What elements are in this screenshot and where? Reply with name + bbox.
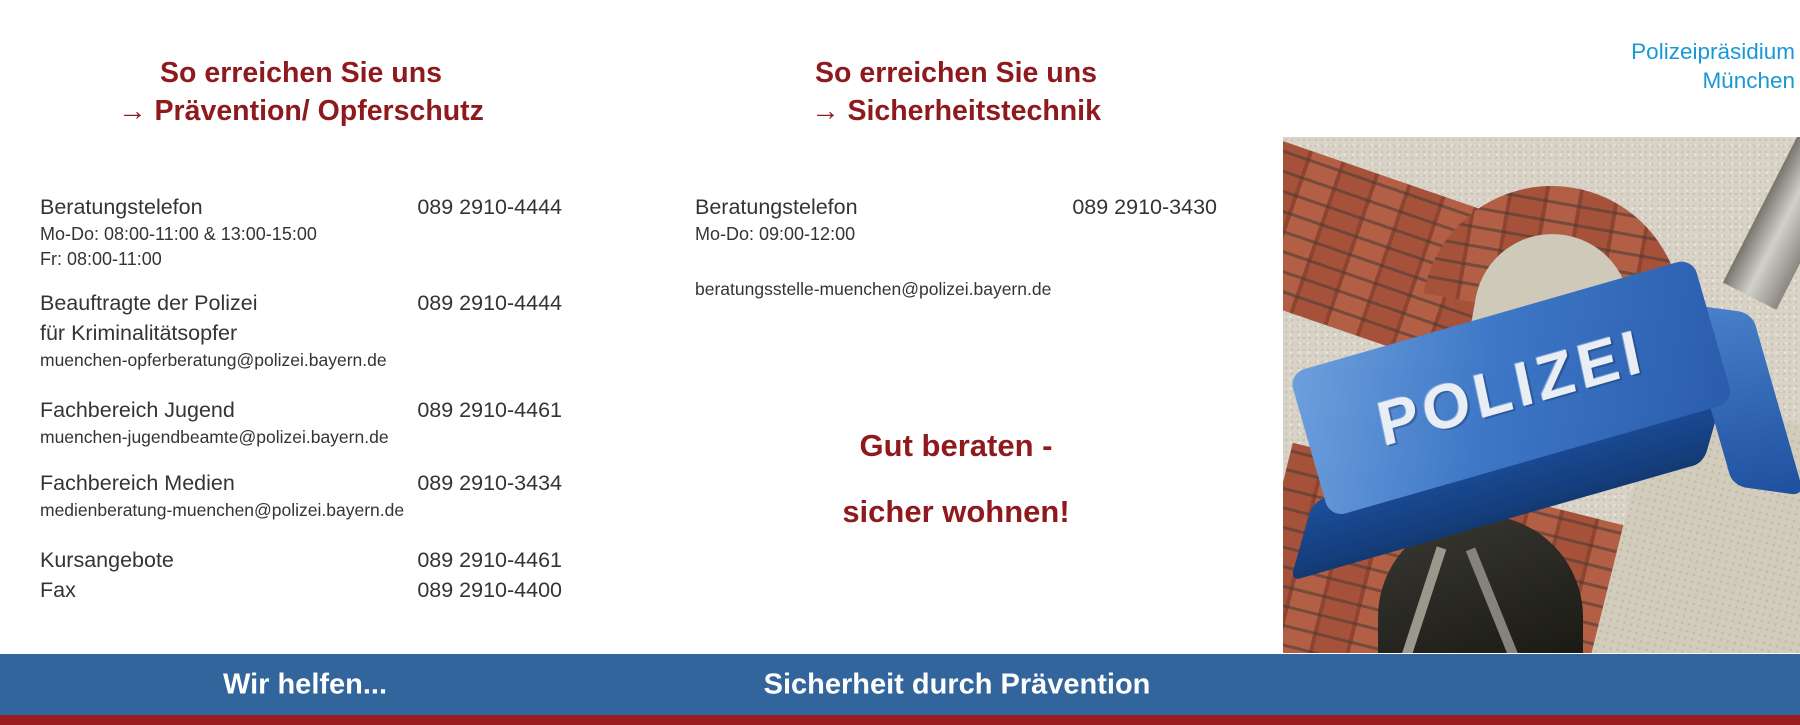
brand-logo-text: Polizeipräsidium München	[1631, 37, 1795, 95]
contact-list-prevention: Beratungstelefon 089 2910-4444 Mo-Do: 08…	[40, 192, 562, 605]
contact-phone: 089 2910-4444	[417, 291, 562, 315]
contact-label: Kursangebote	[40, 548, 174, 572]
slogan-line1: Gut beraten -	[859, 428, 1053, 463]
polizei-sign-photo: POLIZEI	[1283, 137, 1800, 653]
contact-label: Beauftragte der Polizei	[40, 291, 258, 315]
footer-bar: Wir helfen... Sicherheit durch Präventio…	[0, 654, 1800, 715]
contact-row: Beauftragte der Polizei 089 2910-4444 fü…	[40, 288, 562, 373]
contact-phone: 089 2910-4461	[417, 548, 562, 572]
contact-row: Fachbereich Medien 089 2910-3434 medienb…	[40, 468, 562, 523]
contact-label-line2: für Kriminalitätsopfer	[40, 321, 238, 345]
contact-phone: 089 2910-4400	[417, 578, 562, 602]
contact-row: Fachbereich Jugend 089 2910-4461 muenche…	[40, 395, 562, 450]
contact-row: Beratungstelefon 089 2910-4444 Mo-Do: 08…	[40, 192, 562, 272]
contact-phone: 089 2910-4444	[417, 195, 562, 219]
contact-label: Fachbereich Jugend	[40, 398, 235, 422]
contact-phone: 089 2910-3430	[1072, 195, 1217, 219]
contact-email: medienberatung-muenchen@polizei.bayern.d…	[40, 500, 405, 520]
heading-prevention-line2: → Prävention/ Opferschutz	[118, 95, 484, 127]
contact-label: Beratungstelefon	[695, 195, 858, 219]
contact-label: Fax	[40, 578, 76, 602]
contact-label: Fachbereich Medien	[40, 471, 235, 495]
contact-email: muenchen-opferberatung@polizei.bayern.de	[40, 350, 387, 370]
contact-hours: Mo-Do: 08:00-11:00 & 13:00-15:00	[40, 224, 317, 244]
contact-row: Kursangebote 089 2910-4461 Fax 089 2910-…	[40, 545, 562, 605]
heading-prevention-line1: So erreichen Sie uns	[160, 57, 442, 89]
contact-row: Beratungstelefon 089 2910-3430 Mo-Do: 09…	[695, 192, 1217, 302]
heading-technik-line1: So erreichen Sie uns	[815, 57, 1097, 89]
contact-phone: 089 2910-3434	[417, 471, 562, 495]
contact-email: muenchen-jugendbeamte@polizei.bayern.de	[40, 427, 389, 447]
contact-phone: 089 2910-4461	[417, 398, 562, 422]
footer-red-stripe	[0, 715, 1800, 725]
contact-label: Beratungstelefon	[40, 195, 203, 219]
contact-hours: Fr: 08:00-11:00	[40, 249, 162, 269]
slogan-line2: sicher wohnen!	[842, 494, 1070, 529]
contact-email: beratungsstelle-muenchen@polizei.bayern.…	[695, 279, 1052, 299]
brand-line2: München	[1702, 68, 1795, 93]
footer-text-wir-helfen: Wir helfen...	[222, 668, 388, 700]
contact-hours: Mo-Do: 09:00-12:00	[695, 224, 856, 244]
heading-technik-line2: → Sicherheitstechnik	[811, 95, 1101, 127]
contact-list-technik: Beratungstelefon 089 2910-3430 Mo-Do: 09…	[695, 192, 1217, 302]
heading-technik: So erreichen Sie uns → Sicherheitstechni…	[695, 54, 1217, 130]
brand-line1: Polizeipräsidium	[1631, 39, 1795, 64]
footer-text-sicherheit: Sicherheit durch Prävention	[763, 668, 1151, 700]
slogan: Gut beraten - sicher wohnen!	[695, 413, 1217, 545]
heading-prevention: So erreichen Sie uns → Prävention/ Opfer…	[40, 54, 562, 130]
